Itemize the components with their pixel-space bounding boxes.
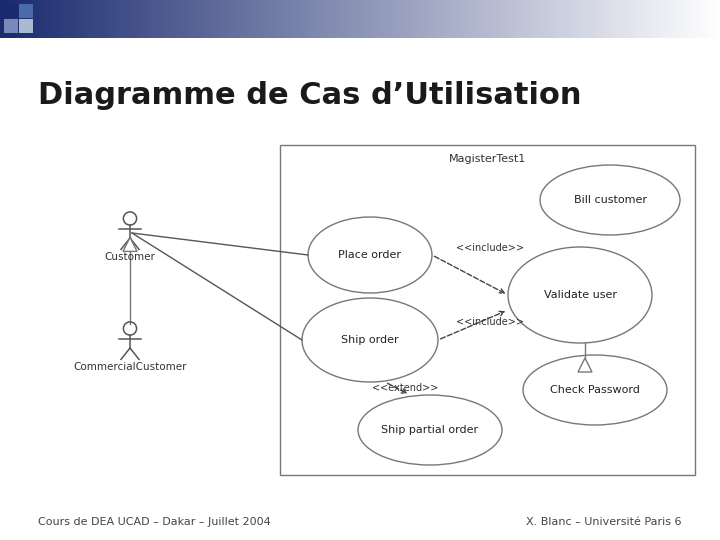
Text: Validate user: Validate user: [544, 290, 616, 300]
Bar: [19, 19, 33, 33]
Text: <<include>>: <<include>>: [456, 317, 524, 327]
Ellipse shape: [308, 217, 432, 293]
Text: Diagramme de Cas d’Utilisation: Diagramme de Cas d’Utilisation: [38, 80, 582, 110]
Bar: [280, 145, 695, 475]
Text: <<extend>>: <<extend>>: [372, 383, 438, 393]
Ellipse shape: [508, 247, 652, 343]
Ellipse shape: [523, 355, 667, 425]
Polygon shape: [578, 358, 592, 372]
Bar: [4, 4, 18, 18]
Text: Cours de DEA UCAD – Dakar – Juillet 2004: Cours de DEA UCAD – Dakar – Juillet 2004: [38, 517, 271, 527]
Bar: [19, 4, 33, 18]
Text: Customer: Customer: [104, 252, 156, 261]
Text: X. Blanc – Université Paris 6: X. Blanc – Université Paris 6: [526, 517, 682, 527]
Text: MagisterTest1: MagisterTest1: [449, 154, 526, 164]
Text: Bill customer: Bill customer: [574, 195, 647, 205]
Ellipse shape: [358, 395, 502, 465]
Text: Ship order: Ship order: [341, 335, 399, 345]
Ellipse shape: [302, 298, 438, 382]
Text: Place order: Place order: [338, 250, 402, 260]
Text: Check Password: Check Password: [550, 385, 640, 395]
Bar: [4, 19, 18, 33]
Text: CommercialCustomer: CommercialCustomer: [73, 361, 186, 372]
Ellipse shape: [540, 165, 680, 235]
Text: Ship partial order: Ship partial order: [382, 425, 479, 435]
Polygon shape: [123, 238, 137, 252]
Text: <<include>>: <<include>>: [456, 243, 524, 253]
